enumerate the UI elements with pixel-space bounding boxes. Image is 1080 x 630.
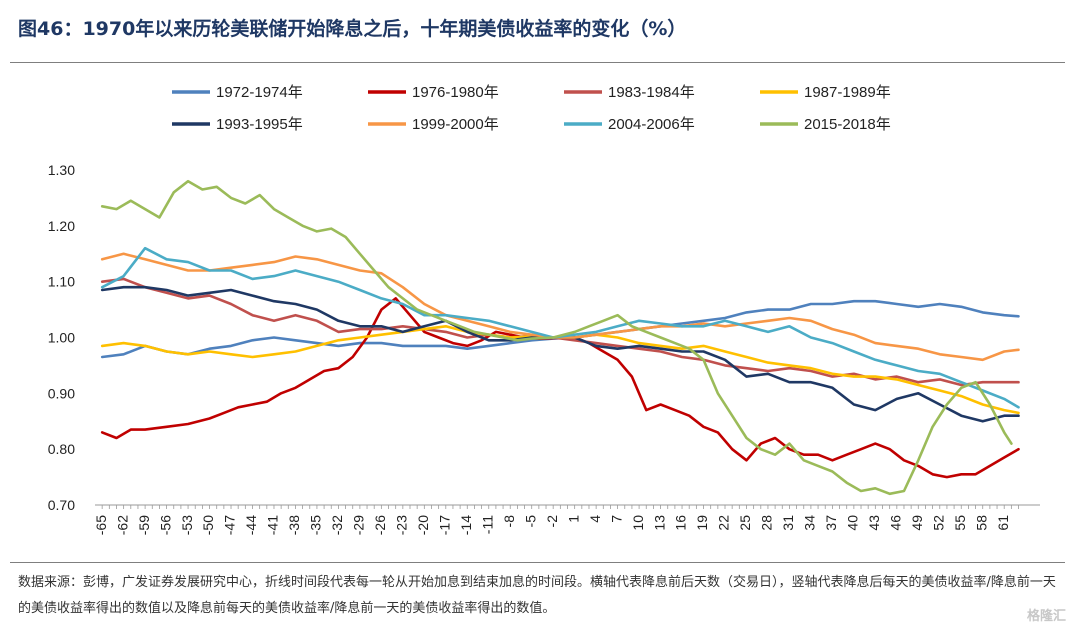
- y-tick-label: 1.20: [48, 218, 75, 234]
- legend-label: 1999-2000年: [412, 116, 499, 133]
- series-line-1976-1980年: [100, 297, 1020, 479]
- x-tick-label: -29: [351, 515, 367, 535]
- legend-label: 1976-1980年: [412, 84, 499, 101]
- x-tick-label: 7: [608, 515, 624, 523]
- y-tick-label: 0.70: [48, 497, 75, 513]
- x-tick-label: 4: [587, 515, 603, 523]
- y-tick-label: 0.90: [48, 385, 75, 401]
- legend: 1972-1974年 1976-1980年 1983-1984年 1987-1989年…: [172, 84, 891, 133]
- x-tick-label: -11: [479, 515, 495, 534]
- x-tick-label: 28: [759, 515, 775, 531]
- x-tick-label: -20: [415, 515, 431, 535]
- y-tick-label: 0.80: [48, 441, 75, 457]
- series-line-2015-2018年: [100, 179, 1013, 496]
- title-divider: [10, 62, 1065, 63]
- x-tick-label: -26: [372, 515, 388, 535]
- x-tick-label: 40: [845, 515, 861, 531]
- x-tick-label: 55: [952, 515, 968, 531]
- legend-label: 1993-1995年: [216, 116, 303, 133]
- legend-label: 1972-1974年: [216, 84, 303, 101]
- x-tick-label: 58: [973, 515, 989, 531]
- x-tick-label: -35: [308, 515, 324, 535]
- x-axis: -65 -62 -59 -56 -53 -50 -47 -44 -41 -38 -35 -32 -29-…: [93, 504, 1040, 535]
- x-tick-label: -41: [265, 515, 281, 535]
- x-tick-label: -47: [222, 515, 238, 535]
- x-tick-label: 49: [909, 515, 925, 531]
- x-tick-label: -23: [394, 515, 410, 535]
- y-tick-label: 1.00: [48, 330, 75, 346]
- y-tick-label: 1.30: [48, 162, 75, 178]
- chart-title: 图46：1970年以来历轮美联储开始降息之后，十年期美债收益率的变化（%）: [18, 18, 687, 40]
- x-tick-label: -32: [329, 515, 345, 535]
- x-tick-label: -59: [136, 515, 152, 535]
- x-tick-label: -14: [458, 515, 474, 535]
- legend-label: 2004-2006年: [608, 116, 695, 133]
- x-tick-label: 16: [673, 515, 689, 531]
- x-tick-label: -56: [157, 515, 173, 535]
- x-tick-label: -53: [179, 515, 195, 535]
- legend-label: 1983-1984年: [608, 84, 695, 101]
- x-tick-label: -38: [286, 515, 302, 535]
- legend-label: 2015-2018年: [804, 116, 891, 133]
- x-tick-label: 19: [694, 515, 710, 531]
- x-tick-label: 52: [930, 515, 946, 531]
- source-divider: [10, 562, 1065, 563]
- x-tick-label: 13: [651, 515, 667, 531]
- x-tick-label: -44: [243, 515, 259, 535]
- line-chart: 1972-1974年 1976-1980年 1983-1984年 1987-1989年…: [48, 84, 1040, 535]
- x-tick-label: 1: [565, 515, 581, 523]
- x-tick-label: 34: [802, 515, 818, 531]
- x-tick-label: -2: [544, 515, 560, 528]
- series-line-1999-2000年: [100, 252, 1020, 362]
- y-tick-label: 1.10: [48, 274, 75, 290]
- x-tick-label: 61: [995, 515, 1011, 531]
- x-tick-label: -5: [522, 515, 538, 528]
- source-note: 数据来源：彭博，广发证券发展研究中心，折线时间段代表每一轮从开始加息到结束加息的…: [18, 575, 1056, 616]
- watermark-logo: 格隆汇: [1026, 609, 1066, 624]
- x-tick-label: 46: [888, 515, 904, 531]
- x-tick-label: 31: [780, 515, 796, 531]
- x-tick-label: -65: [93, 515, 109, 535]
- x-tick-label: -62: [114, 515, 130, 535]
- x-tick-label: 22: [716, 515, 732, 531]
- x-tick-label: 25: [737, 515, 753, 531]
- x-tick-label: 43: [866, 515, 882, 531]
- x-tick-label: 10: [630, 515, 646, 531]
- series-line-2004-2006年: [100, 246, 1020, 409]
- y-axis: 1.30 1.20 1.10 1.00 0.90 0.80 0.70: [48, 162, 75, 513]
- x-tick-label: -50: [200, 515, 216, 535]
- x-tick-label: -8: [501, 515, 517, 528]
- legend-label: 1987-1989年: [804, 84, 891, 101]
- x-tick-label: 37: [823, 515, 839, 531]
- series-group: [100, 179, 1020, 496]
- series-line-1983-1984年: [100, 277, 1020, 387]
- x-tick-label: -17: [436, 515, 452, 535]
